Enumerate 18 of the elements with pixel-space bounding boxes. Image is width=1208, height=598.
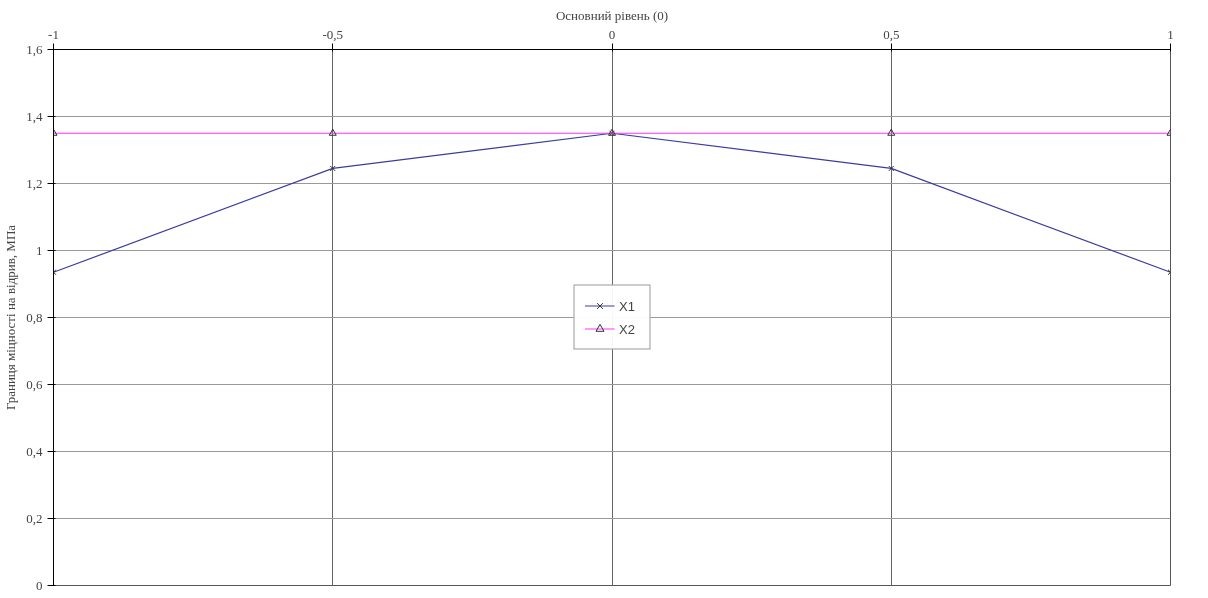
y-tick-label: 1,6: [26, 41, 43, 57]
legend-label: X1: [619, 298, 636, 313]
x-tick-label: 0,5: [883, 26, 900, 42]
x-tick-label: 0: [608, 26, 616, 42]
chart-title: Основний рівень (0): [555, 7, 669, 23]
legend-label: X2: [619, 321, 636, 336]
y-tick-label: 0,2: [26, 510, 43, 526]
y-tick-label: 1,4: [26, 108, 43, 124]
y-tick-label: 0,8: [26, 309, 43, 325]
y-tick-label: 0,6: [26, 376, 43, 392]
y-axis-title: Границя міцності на відрив, МПа: [3, 224, 19, 411]
x-tick-label: -0,5: [322, 26, 344, 42]
y-tick-label: 1,2: [26, 175, 43, 191]
x-tick-label: 1: [1167, 26, 1174, 42]
y-tick-label: 0: [36, 577, 43, 593]
y-tick-label: 0,4: [26, 443, 43, 459]
x-tick-label: -1: [48, 26, 59, 42]
y-tick-label: 1: [36, 242, 43, 258]
